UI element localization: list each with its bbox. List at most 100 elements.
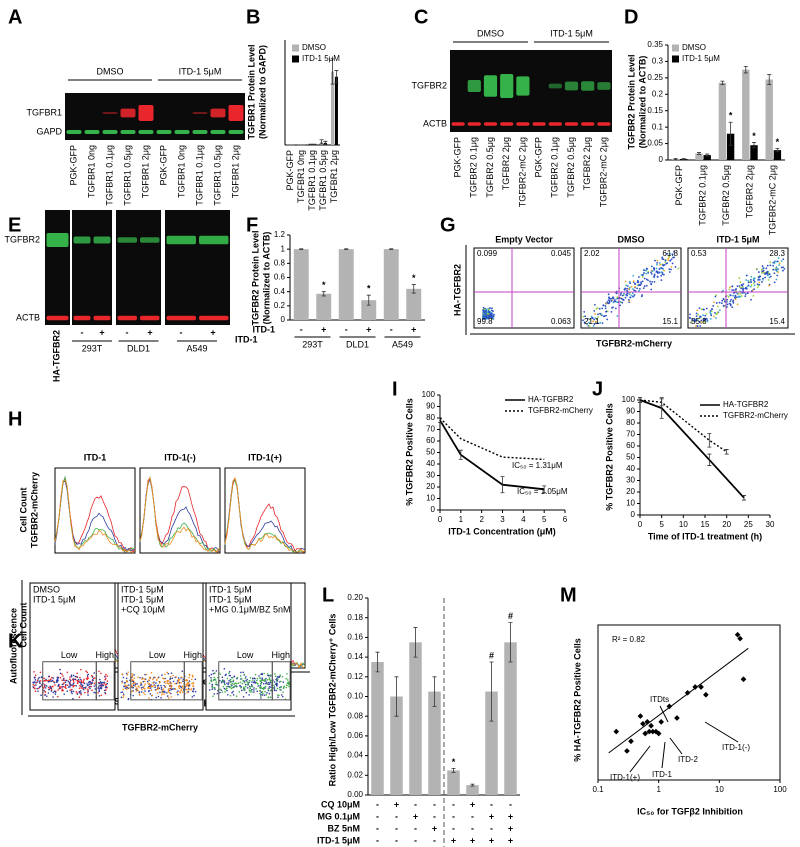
flow-dot — [727, 295, 730, 298]
flow-dot — [269, 679, 272, 682]
y-tick-label: 0.18 — [347, 613, 363, 622]
flow-dot — [736, 303, 739, 306]
flow-dot — [664, 259, 667, 262]
flow-dot — [153, 684, 155, 686]
flow-dot — [656, 262, 659, 264]
flow-dot — [664, 261, 667, 264]
blot — [72, 210, 112, 325]
row-label: TGFBR1 — [26, 107, 62, 117]
y-tick-label: 0.25 — [647, 73, 663, 82]
flow-dot — [624, 280, 627, 283]
flow-dot — [612, 301, 615, 304]
flow-dot — [81, 685, 84, 688]
flow-dot — [148, 690, 150, 693]
flow-dot — [226, 685, 228, 688]
flow-dot — [83, 686, 85, 689]
flow-dot — [161, 677, 164, 680]
flow-dot — [141, 678, 143, 681]
flow-dot — [148, 676, 151, 679]
error-bar — [413, 627, 418, 658]
blot-band — [228, 130, 244, 134]
flow-dot — [772, 268, 775, 271]
flow-dot — [150, 684, 152, 686]
flow-dot — [104, 691, 106, 694]
flow-dot — [757, 271, 760, 273]
blot-band — [73, 236, 91, 244]
flow-dot — [32, 682, 35, 684]
flow-dot — [104, 676, 106, 678]
flow-dot — [208, 682, 211, 684]
panel-label: J — [592, 378, 603, 400]
error-bar — [751, 142, 756, 149]
flow-dot — [52, 696, 54, 698]
flow-dot — [39, 685, 42, 688]
flow-dot — [239, 681, 242, 684]
flow-dot — [172, 680, 175, 683]
flow-dot — [773, 281, 776, 284]
flow-dot — [166, 680, 169, 683]
flow-dot — [656, 263, 658, 266]
flow-dot — [593, 309, 596, 312]
flow-dot — [167, 672, 170, 675]
point — [734, 631, 741, 638]
bar — [742, 69, 750, 160]
flow-dot — [162, 688, 165, 691]
flow-dot — [254, 673, 257, 676]
flow-dot — [275, 678, 277, 681]
flow-dot — [93, 682, 96, 685]
sign: - — [395, 823, 398, 833]
flow-dot — [123, 685, 125, 688]
flow-dot — [163, 673, 166, 676]
x-tick-label: - — [345, 324, 348, 334]
flow-dot — [661, 256, 664, 259]
flow-dot — [181, 670, 184, 673]
flow-dot — [55, 681, 58, 684]
panel-label: G — [440, 214, 456, 236]
flow-dot — [223, 682, 226, 684]
flow-dot — [732, 289, 735, 292]
flow-dot — [164, 685, 167, 688]
flow-dot — [274, 673, 276, 675]
flow-dot — [689, 313, 691, 316]
flow-dot — [69, 679, 72, 682]
point — [613, 728, 620, 735]
flow-dot — [170, 696, 172, 698]
flow-dot — [76, 682, 79, 685]
flow-dot — [165, 682, 167, 685]
flow-dot — [167, 689, 170, 691]
flow-dot — [729, 300, 732, 303]
flow-dot — [161, 674, 163, 676]
flow-dot — [619, 294, 622, 296]
error-bar — [321, 291, 326, 297]
point — [648, 722, 654, 729]
legend-label: ITD-1 5μM — [302, 54, 340, 63]
flow-dot — [750, 281, 752, 284]
flow-dot — [181, 691, 184, 693]
flow-dot — [281, 675, 284, 678]
flow-dot — [121, 681, 124, 684]
flow-dot — [282, 691, 284, 693]
flow-dot — [176, 680, 179, 682]
flow-dot — [99, 684, 102, 687]
flow-dot — [713, 315, 715, 318]
flow-dot — [260, 697, 262, 699]
flow-dot — [630, 294, 633, 297]
flow-dot — [138, 691, 141, 693]
legend-label: DMSO — [682, 43, 706, 52]
row-label: ACTB — [423, 118, 447, 128]
y-axis-label: TGFBR2 Protein Level — [250, 230, 260, 325]
y-tick-label: 0 — [659, 155, 664, 164]
flow-dot — [256, 677, 259, 680]
y-tick-label: 0.4 — [274, 287, 286, 296]
blot-band — [548, 122, 562, 126]
flow-dot — [276, 680, 278, 683]
flow-dot — [49, 680, 51, 683]
flow-dot — [232, 694, 235, 696]
flow-dot — [166, 671, 169, 674]
flow-dot — [91, 674, 93, 677]
flow-dot — [625, 284, 628, 287]
flow-dot — [77, 681, 79, 683]
flow-dot — [640, 281, 642, 284]
blot-band — [138, 130, 154, 134]
flow-dot — [166, 682, 169, 684]
